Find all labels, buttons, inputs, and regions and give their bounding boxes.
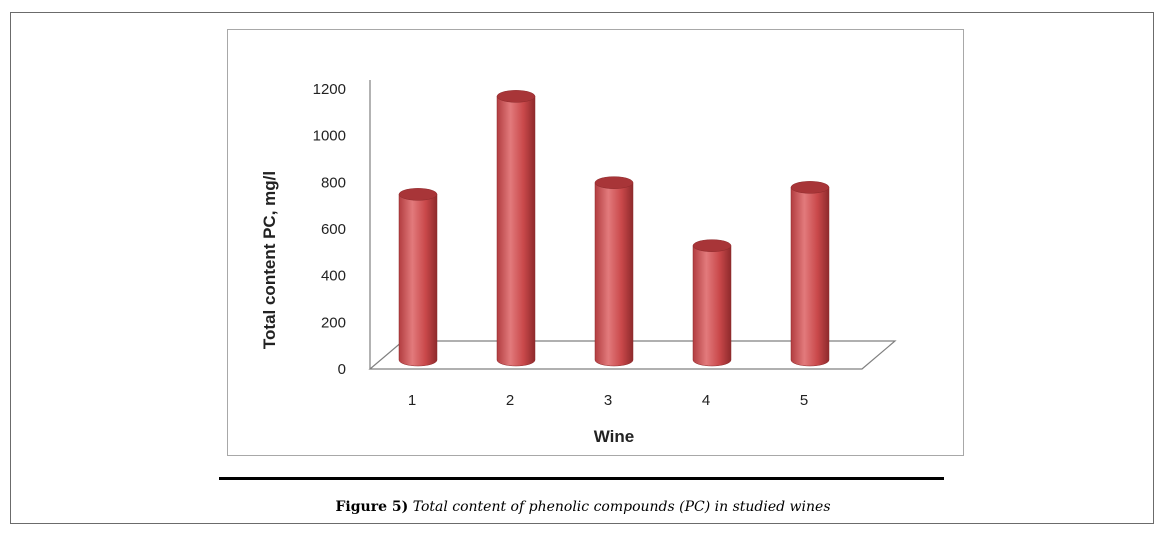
chart-area: 0 200 400 600 800 1000 1200 1 2 3 4 5 Wine Total c… [227, 29, 964, 456]
x-tick-label: 2 [506, 392, 514, 409]
bar-chart: 0 200 400 600 800 1000 1200 1 2 3 4 5 Wine Total c… [260, 80, 897, 446]
bar [398, 188, 438, 367]
x-axis-title: Wine [594, 427, 634, 446]
caption-text: Total content of phenolic compounds (PC)… [412, 499, 831, 515]
bar [594, 176, 634, 367]
y-tick-label: 1000 [313, 128, 346, 145]
bar-top [594, 176, 634, 189]
bar-body [398, 194, 438, 367]
y-tick-label: 800 [321, 174, 346, 191]
figure-caption: Figure 5) Total content of phenolic comp… [0, 499, 1166, 515]
y-tick-label: 200 [321, 314, 346, 331]
bar-top [790, 181, 830, 194]
caption-rule [219, 477, 944, 480]
y-axis-title: Total content PC, mg/l [260, 171, 279, 349]
bar [496, 90, 536, 367]
bar [692, 239, 732, 367]
bar [790, 181, 830, 367]
bar-top [398, 188, 438, 201]
bar-top [496, 90, 536, 103]
x-tick-label: 5 [800, 392, 808, 409]
x-tick-label: 3 [604, 392, 612, 409]
x-tick-label: 1 [408, 392, 416, 409]
y-tick-label: 0 [338, 361, 346, 378]
caption-label: Figure 5) [335, 499, 409, 515]
y-tick-label: 400 [321, 268, 346, 285]
bar-body [496, 96, 536, 367]
bar-body [692, 245, 732, 367]
bar-body [594, 182, 634, 367]
y-tick-label: 1200 [313, 81, 346, 98]
bar-top [692, 239, 732, 252]
x-tick-label: 4 [702, 392, 710, 409]
y-tick-label: 600 [321, 221, 346, 238]
bar-body [790, 187, 830, 367]
